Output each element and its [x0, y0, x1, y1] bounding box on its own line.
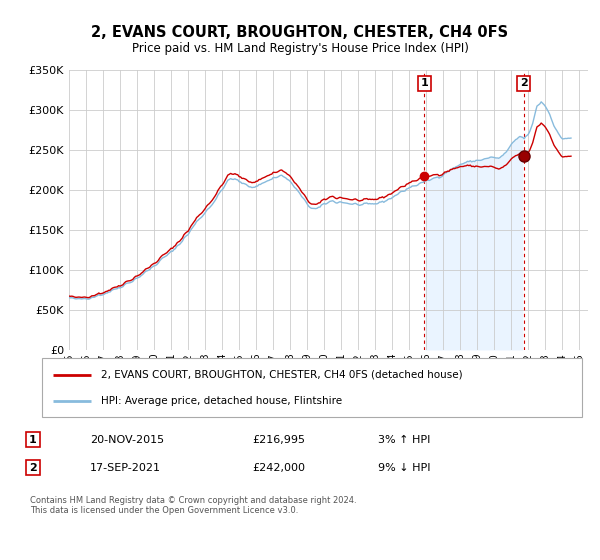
Text: 20-NOV-2015: 20-NOV-2015: [90, 435, 164, 445]
Text: 9% ↓ HPI: 9% ↓ HPI: [378, 463, 431, 473]
Text: 2, EVANS COURT, BROUGHTON, CHESTER, CH4 0FS: 2, EVANS COURT, BROUGHTON, CHESTER, CH4 …: [91, 25, 509, 40]
Text: 2, EVANS COURT, BROUGHTON, CHESTER, CH4 0FS (detached house): 2, EVANS COURT, BROUGHTON, CHESTER, CH4 …: [101, 370, 463, 380]
Text: Price paid vs. HM Land Registry's House Price Index (HPI): Price paid vs. HM Land Registry's House …: [131, 42, 469, 55]
Text: 1: 1: [29, 435, 37, 445]
FancyBboxPatch shape: [42, 358, 582, 417]
Text: £242,000: £242,000: [252, 463, 305, 473]
Text: Contains HM Land Registry data © Crown copyright and database right 2024.
This d: Contains HM Land Registry data © Crown c…: [30, 496, 356, 515]
Text: 17-SEP-2021: 17-SEP-2021: [90, 463, 161, 473]
Text: £216,995: £216,995: [252, 435, 305, 445]
Text: 3% ↑ HPI: 3% ↑ HPI: [378, 435, 430, 445]
Text: 2: 2: [29, 463, 37, 473]
Text: 1: 1: [421, 78, 428, 88]
Text: HPI: Average price, detached house, Flintshire: HPI: Average price, detached house, Flin…: [101, 396, 343, 406]
Text: 2: 2: [520, 78, 527, 88]
